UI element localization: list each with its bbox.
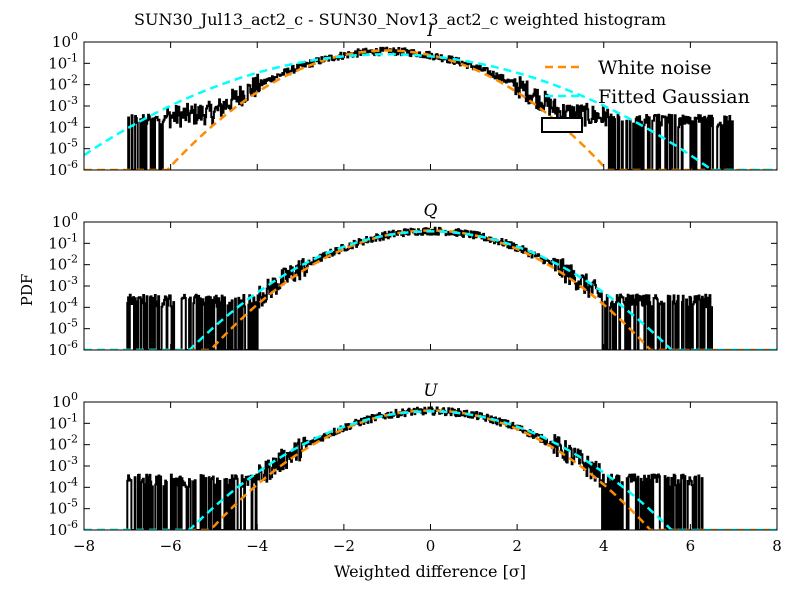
y-tick-label: 100 xyxy=(52,390,78,411)
y-tick-label: 10-2 xyxy=(48,433,78,454)
y-tick-label: 10-4 xyxy=(48,115,78,136)
x-tick-label: −2 xyxy=(333,537,355,555)
panel-title: U xyxy=(423,381,438,401)
legend-swatch-histogram xyxy=(541,117,583,133)
y-axis-label: PDF xyxy=(18,274,36,307)
fitted-gaussian-series xyxy=(84,53,777,170)
x-tick-label: 4 xyxy=(599,537,609,555)
y-tick-label: 10-6 xyxy=(48,158,78,179)
panel-title: Q xyxy=(424,201,438,221)
plot-area xyxy=(84,46,777,170)
y-tick-label: 10-1 xyxy=(48,51,78,72)
y-tick-label: 10-1 xyxy=(48,231,78,252)
y-tick-label: 10-5 xyxy=(48,497,78,518)
y-tick-label: 10-4 xyxy=(48,295,78,316)
fitted-gaussian-series xyxy=(84,230,777,350)
y-tick-label: 100 xyxy=(52,210,78,231)
plot-area xyxy=(84,406,777,530)
y-tick-label: 10-6 xyxy=(48,518,78,539)
legend: White noise Fitted Gaussian xyxy=(541,57,750,133)
legend-label-fitted-gaussian: Fitted Gaussian xyxy=(598,86,750,108)
x-tick-label: −8 xyxy=(73,537,95,555)
y-tick-label: 100 xyxy=(52,30,78,51)
histogram-series xyxy=(126,226,713,350)
plot-area xyxy=(84,226,777,350)
x-tick-label: −4 xyxy=(246,537,268,555)
y-tick-label: 10-2 xyxy=(48,73,78,94)
histogram-series xyxy=(126,406,704,530)
y-tick-label: 10-2 xyxy=(48,253,78,274)
y-tick-label: 10-5 xyxy=(48,317,78,338)
y-tick-label: 10-3 xyxy=(48,94,78,115)
x-tick-label: 0 xyxy=(426,537,436,555)
y-tick-label: 10-4 xyxy=(48,475,78,496)
y-tick-label: 10-6 xyxy=(48,338,78,359)
figure-title: SUN30_Jul13_act2_c - SUN30_Nov13_act2_c … xyxy=(134,10,666,29)
x-tick-label: 6 xyxy=(686,537,696,555)
panel-title: I xyxy=(426,21,434,41)
y-tick-label: 10-3 xyxy=(48,454,78,475)
x-tick-label: −6 xyxy=(160,537,182,555)
y-tick-label: 10-1 xyxy=(48,411,78,432)
legend-label-white-noise: White noise xyxy=(598,57,712,79)
x-tick-label: 8 xyxy=(772,537,782,555)
x-tick-label: 2 xyxy=(512,537,522,555)
histogram-series xyxy=(127,46,734,170)
y-tick-label: 10-5 xyxy=(48,137,78,158)
y-tick-label: 10-3 xyxy=(48,274,78,295)
fitted-gaussian-series xyxy=(84,410,777,530)
x-axis-label: Weighted difference [σ] xyxy=(334,562,526,581)
